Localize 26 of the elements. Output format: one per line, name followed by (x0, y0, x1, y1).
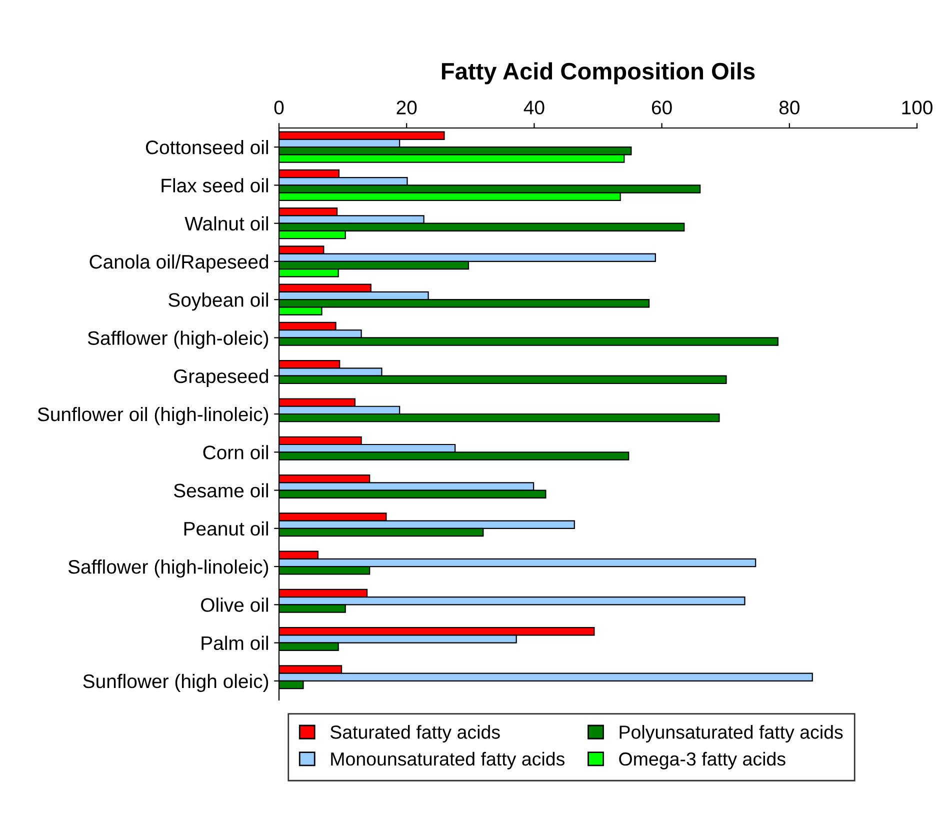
y-tick-label: Sunflower (high oleic) (83, 674, 268, 692)
legend-label: Omega-3 fatty acids (619, 752, 786, 770)
x-tick-label: 100 (902, 100, 932, 114)
y-tick-label: Soybean oil (168, 292, 268, 311)
y-tick-label: Corn oil (203, 445, 268, 460)
legend-label: Saturated fatty acids (330, 725, 500, 743)
y-tick-label: Walnut oil (184, 216, 268, 231)
y-tick-label: Safflower (high-linoleic) (68, 559, 268, 578)
y-tick-label: Flax seed oil (162, 178, 268, 192)
x-tick-label: 40 (524, 100, 544, 114)
legend-label: Polyunsaturated fatty acids (620, 725, 843, 743)
y-tick-label: Sunflower oil (high-linoleic) (38, 406, 268, 426)
x-tick-label: 0 (274, 100, 284, 114)
x-tick-label: 60 (652, 100, 672, 114)
y-tick-label: Peanut oil (184, 521, 268, 536)
y-tick-label: Grapeseed (174, 368, 268, 387)
y-tick-label: Sesame oil (174, 483, 268, 498)
x-tick-label: 20 (396, 100, 417, 114)
legend-label: Monounsaturated fatty acids (331, 752, 565, 770)
chart-title: Fatty Acid Composition Oils (442, 62, 755, 84)
y-tick-label: Canola oil/Rapeseed (90, 254, 268, 273)
y-tick-label: Cottonseed oil (146, 140, 268, 154)
y-tick-label: Safflower (high-oleic) (88, 330, 268, 349)
y-tick-label: Palm oil (202, 636, 268, 650)
y-tick-label: Olive oil (201, 598, 268, 612)
x-tick-label: 80 (779, 100, 800, 114)
